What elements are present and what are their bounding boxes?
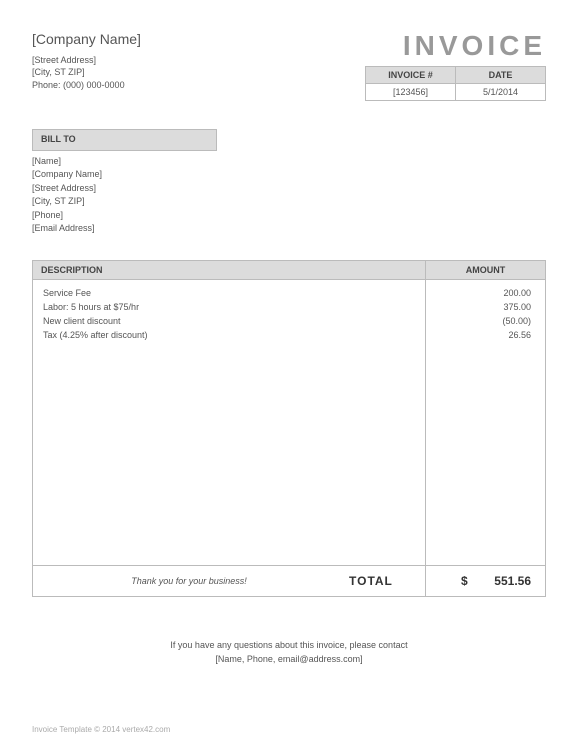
line-items-table: DESCRIPTION AMOUNT Service Fee 200.00 La… [32,260,546,598]
item-amount: 200.00 [426,279,546,300]
line-item-row: Labor: 5 hours at $75/hr 375.00 [33,300,546,314]
company-name: [Company Name] [32,30,141,50]
thank-you-text: Thank you for your business! [43,576,335,586]
contact-line1: If you have any questions about this inv… [32,639,546,653]
col-amount: AMOUNT [426,260,546,279]
bill-to-street: [Street Address] [32,182,546,196]
thank-you-cell: Thank you for your business! TOTAL [33,566,426,597]
table-spacer [33,342,546,566]
item-desc: Labor: 5 hours at $75/hr [33,300,426,314]
bill-to-section: BILL TO [Name] [Company Name] [Street Ad… [32,129,546,236]
total-label: TOTAL [335,574,415,588]
total-row: Thank you for your business! TOTAL $ 551… [33,566,546,597]
invoice-title: INVOICE [365,30,546,62]
company-block: [Company Name] [Street Address] [City, S… [32,30,141,91]
line-item-row: Service Fee 200.00 [33,279,546,300]
item-amount: (50.00) [426,314,546,328]
bill-to-name: [Name] [32,155,546,169]
item-desc: Tax (4.25% after discount) [33,328,426,342]
bill-to-phone: [Phone] [32,209,546,223]
item-amount: 375.00 [426,300,546,314]
line-item-row: Tax (4.25% after discount) 26.56 [33,328,546,342]
item-desc: Service Fee [33,279,426,300]
item-desc: New client discount [33,314,426,328]
total-currency: $ [461,574,468,588]
bill-to-company: [Company Name] [32,168,546,182]
invoice-meta-table: INVOICE # DATE [123456] 5/1/2014 [365,66,546,101]
footer-credit: Invoice Template © 2014 vertex42.com [32,725,170,734]
total-amount-cell: $ 551.56 [426,566,546,597]
col-description: DESCRIPTION [33,260,426,279]
company-street: [Street Address] [32,54,141,67]
bill-to-city: [City, ST ZIP] [32,195,546,209]
total-amount: 551.56 [494,574,531,588]
company-phone: Phone: (000) 000-0000 [32,79,141,92]
company-city: [City, ST ZIP] [32,66,141,79]
contact-line2: [Name, Phone, email@address.com] [32,653,546,667]
line-item-row: New client discount (50.00) [33,314,546,328]
meta-invoice-header: INVOICE # [366,67,456,84]
header-row: [Company Name] [Street Address] [City, S… [32,30,546,101]
meta-date-header: DATE [456,67,546,84]
title-meta-block: INVOICE INVOICE # DATE [123456] 5/1/2014 [365,30,546,101]
meta-invoice-number: [123456] [366,84,456,101]
meta-date: 5/1/2014 [456,84,546,101]
item-amount: 26.56 [426,328,546,342]
bill-to-header: BILL TO [32,129,217,151]
bill-to-email: [Email Address] [32,222,546,236]
contact-note: If you have any questions about this inv… [32,639,546,666]
